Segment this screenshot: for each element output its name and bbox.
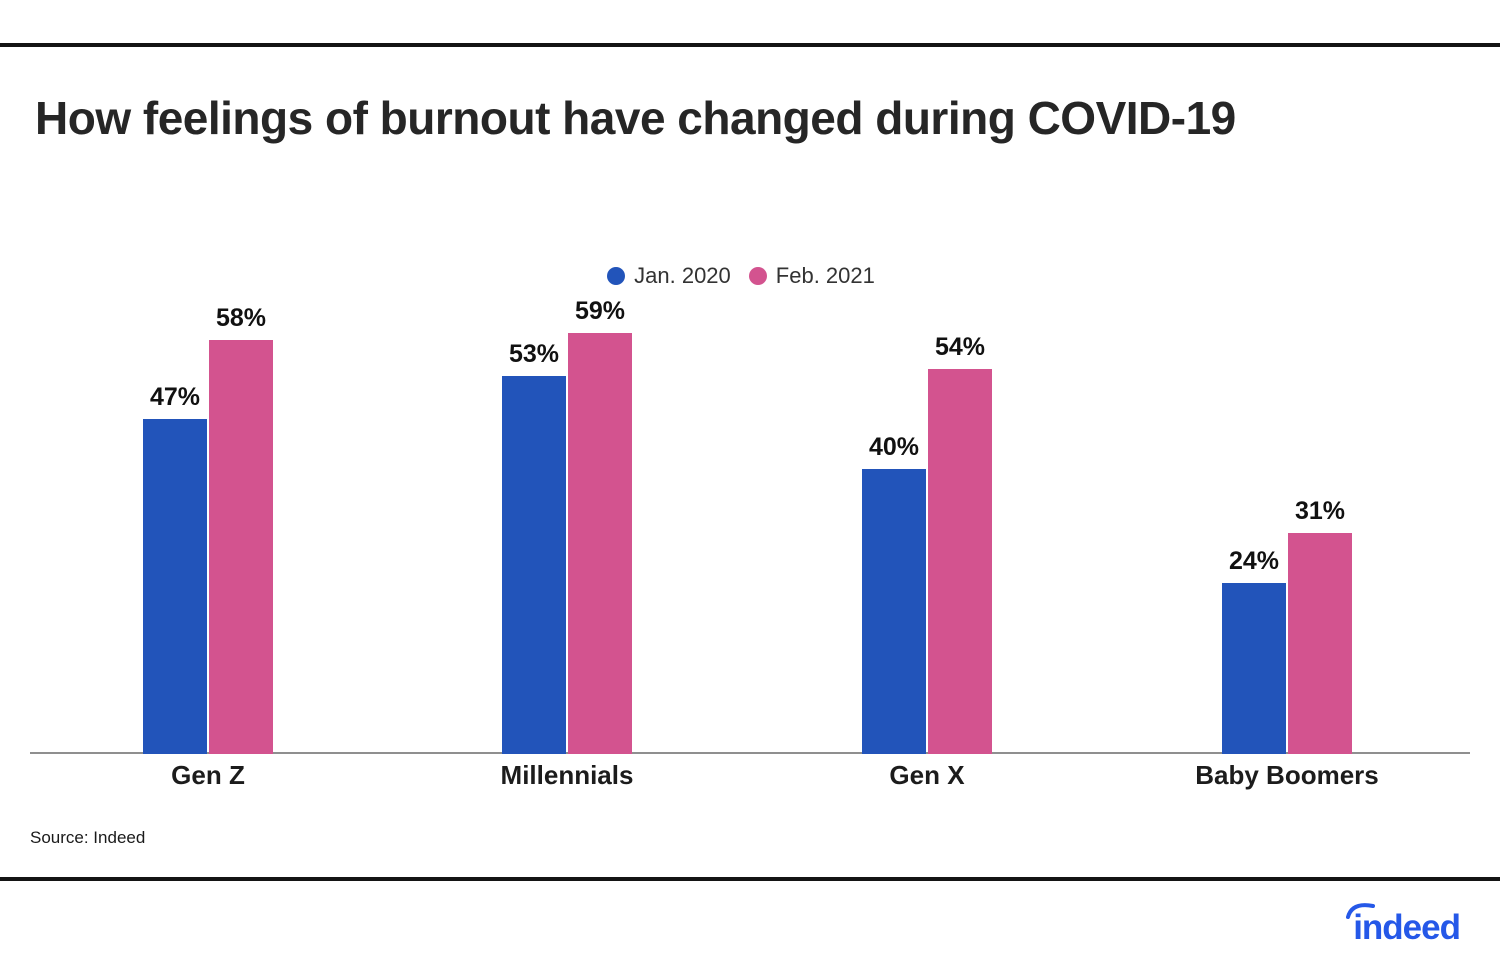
page-title: How feelings of burnout have changed dur…	[35, 92, 1236, 144]
bar-feb-2021-gen-x	[928, 369, 992, 754]
category-label-baby-boomers: Baby Boomers	[1195, 760, 1379, 790]
bar-feb-2021-gen-z	[209, 340, 273, 754]
category-label-gen-z: Gen Z	[171, 760, 245, 790]
bar-feb-2021-millennials	[568, 333, 632, 754]
legend-dot	[607, 267, 626, 285]
bar-value-label: 59%	[574, 297, 626, 325]
logo-arc-icon	[1346, 903, 1376, 919]
bar-jan-2020-millennials	[502, 376, 566, 754]
bar-value-label: 53%	[508, 340, 560, 368]
bar-column: 54%	[928, 333, 992, 754]
bar-jan-2020-baby-boomers	[1222, 583, 1286, 754]
bar-group-gen-z: 47% 58%	[143, 304, 273, 754]
indeed-logo-text: indeed	[1353, 908, 1461, 947]
bar-group-gen-x: 40% 54%	[862, 333, 992, 754]
bar-value-label: 54%	[934, 333, 986, 361]
bar-value-label: 24%	[1228, 547, 1280, 575]
legend-dot	[748, 267, 767, 285]
legend-label: Jan. 2020	[634, 263, 731, 288]
legend-item-feb-2021: Feb. 2021	[748, 263, 875, 289]
bar-value-label: 31%	[1294, 497, 1346, 525]
bar-column: 59%	[568, 297, 632, 754]
bar-group-baby-boomers: 24% 31%	[1222, 497, 1352, 754]
bar-column: 58%	[209, 304, 273, 754]
bar-column: 31%	[1288, 497, 1352, 754]
bar-column: 24%	[1222, 547, 1286, 754]
legend: Jan. 2020 Feb. 2021	[0, 263, 1491, 289]
indeed-logo: indeed	[1346, 903, 1461, 947]
bar-column: 53%	[502, 340, 566, 754]
legend-item-jan-2020: Jan. 2020	[607, 263, 731, 289]
bar-column: 47%	[143, 383, 207, 754]
category-label-millennials: Millennials	[500, 760, 634, 790]
bar-jan-2020-gen-z	[143, 419, 207, 754]
bar-value-label: 47%	[149, 383, 201, 411]
top-divider	[0, 43, 1500, 47]
source-note: Source: Indeed	[30, 828, 146, 847]
bar-feb-2021-baby-boomers	[1288, 533, 1352, 754]
bar-group-millennials: 53% 59%	[502, 297, 632, 754]
bar-value-label: 58%	[215, 304, 267, 332]
x-axis-line	[30, 752, 1470, 754]
legend-label: Feb. 2021	[775, 263, 875, 288]
bar-column: 40%	[862, 433, 926, 754]
bottom-divider	[0, 877, 1500, 881]
category-label-gen-x: Gen X	[889, 760, 965, 790]
bar-jan-2020-gen-x	[862, 469, 926, 754]
bar-value-label: 40%	[868, 433, 920, 461]
